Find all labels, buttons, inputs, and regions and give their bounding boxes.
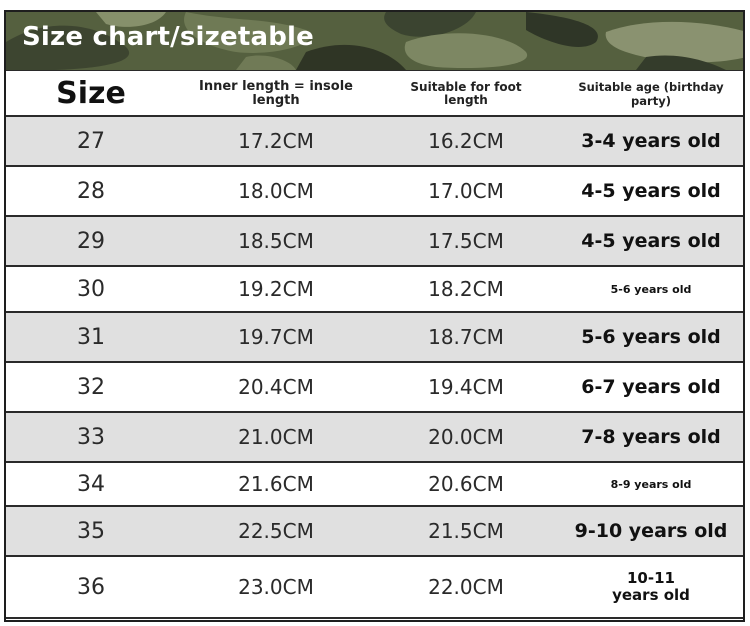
camouflage-pattern: [6, 12, 743, 70]
table-row: 31 19.7CM 18.7CM 5-6 years old: [6, 313, 743, 363]
age-cell: 7-8 years old: [581, 426, 721, 448]
header-foot-length: Suitable for foot length: [410, 79, 522, 107]
foot-length-cell: 17.5CM: [428, 229, 504, 253]
table-row: 35 22.5CM 21.5CM 9-10 years old: [6, 507, 743, 557]
table-row: 36 23.0CM 22.0CM 10-11 years old: [6, 557, 743, 619]
table-header: Size Inner length = insole length Suitab…: [6, 70, 743, 117]
table-row: 30 19.2CM 18.2CM 5-6 years old: [6, 267, 743, 313]
inner-length-cell: 23.0CM: [238, 575, 314, 599]
inner-length-cell: 18.0CM: [238, 179, 314, 203]
size-cell: 28: [77, 178, 105, 204]
inner-length-cell: 22.5CM: [238, 519, 314, 543]
age-cell: 5-6 years old: [610, 282, 692, 296]
foot-length-cell: 18.2CM: [428, 277, 504, 301]
foot-length-cell: 17.0CM: [428, 179, 504, 203]
inner-length-cell: 21.6CM: [238, 472, 314, 496]
table-row: 34 21.6CM 20.6CM 8-9 years old: [6, 463, 743, 507]
table-row: 27 17.2CM 16.2CM 3-4 years old: [6, 117, 743, 167]
age-cell: 9-10 years old: [574, 520, 728, 542]
inner-length-cell: 21.0CM: [238, 425, 314, 449]
inner-length-cell: 18.5CM: [238, 229, 314, 253]
age-cell: 4-5 years old: [581, 230, 721, 252]
size-cell: 36: [77, 574, 105, 600]
age-cell: 3-4 years old: [581, 130, 721, 152]
foot-length-cell: 20.6CM: [428, 472, 504, 496]
table-row: 33 21.0CM 20.0CM 7-8 years old: [6, 413, 743, 463]
inner-length-cell: 19.7CM: [238, 325, 314, 349]
inner-length-cell: 20.4CM: [238, 375, 314, 399]
foot-length-cell: 22.0CM: [428, 575, 504, 599]
size-cell: 33: [77, 424, 105, 450]
size-cell: 34: [77, 471, 105, 497]
title-banner: Size chart/sizetable: [6, 12, 743, 70]
age-cell: 5-6 years old: [581, 326, 721, 348]
age-cell: 8-9 years old: [610, 477, 692, 491]
size-cell: 35: [77, 518, 105, 544]
age-cell: 6-7 years old: [581, 376, 721, 398]
size-cell: 31: [77, 324, 105, 350]
size-cell: 30: [77, 276, 105, 302]
size-chart: Size chart/sizetable Size Inner length =…: [4, 10, 745, 622]
age-cell: 10-11 years old: [612, 569, 690, 604]
table-row: 32 20.4CM 19.4CM 6-7 years old: [6, 363, 743, 413]
size-cell: 29: [77, 228, 105, 254]
foot-length-cell: 20.0CM: [428, 425, 504, 449]
chart-title: Size chart/sizetable: [22, 22, 314, 52]
table-row: 28 18.0CM 17.0CM 4-5 years old: [6, 167, 743, 217]
table-row: 29 18.5CM 17.5CM 4-5 years old: [6, 217, 743, 267]
age-cell: 4-5 years old: [581, 180, 721, 202]
size-cell: 27: [77, 128, 105, 154]
inner-length-cell: 17.2CM: [238, 129, 314, 153]
header-age: Suitable age (birthday party): [578, 79, 724, 108]
foot-length-cell: 19.4CM: [428, 375, 504, 399]
foot-length-cell: 18.7CM: [428, 325, 504, 349]
header-size: Size: [56, 76, 126, 111]
inner-length-cell: 19.2CM: [238, 277, 314, 301]
foot-length-cell: 16.2CM: [428, 129, 504, 153]
size-cell: 32: [77, 374, 105, 400]
foot-length-cell: 21.5CM: [428, 519, 504, 543]
header-inner-length: Inner length = insole length: [198, 78, 353, 108]
